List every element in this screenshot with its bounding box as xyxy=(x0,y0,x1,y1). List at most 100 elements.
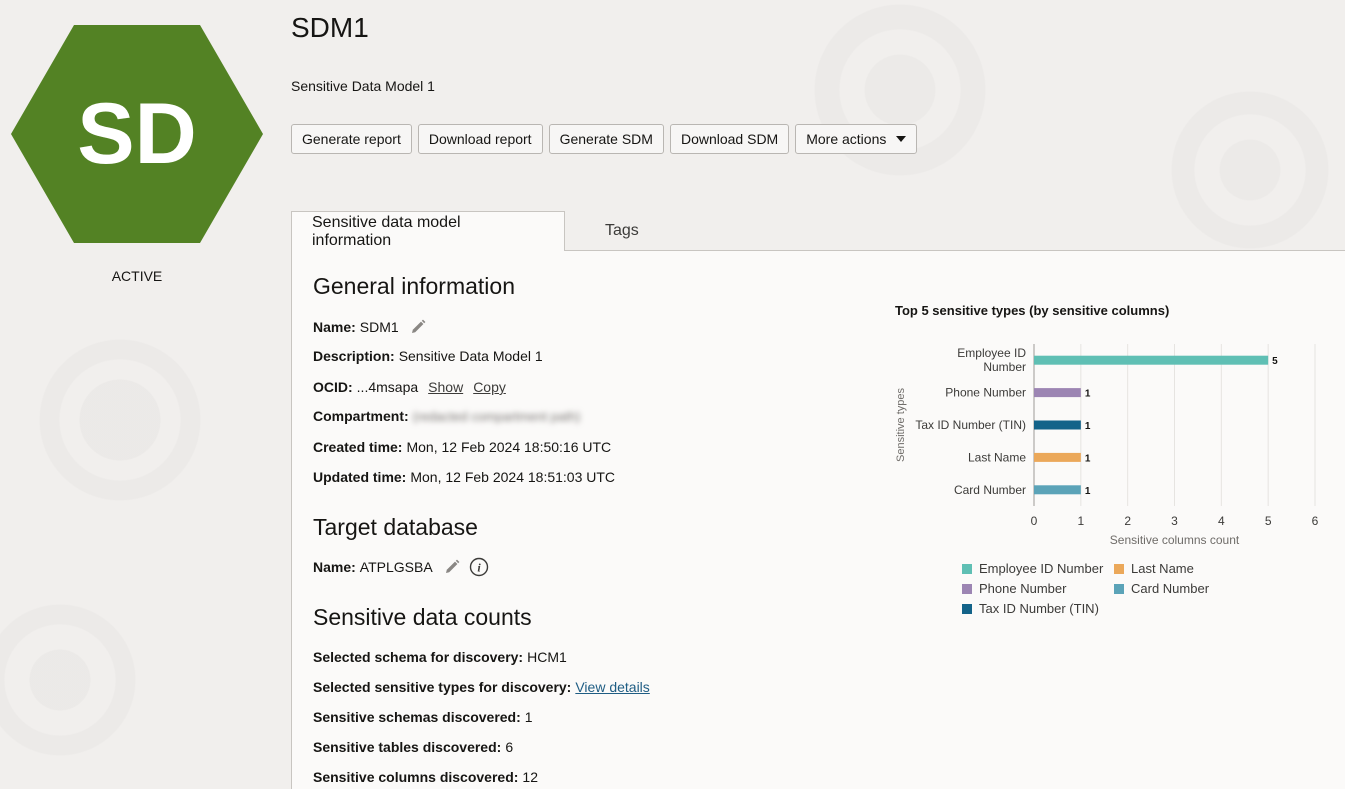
tab-tags[interactable]: Tags xyxy=(605,222,639,239)
y-axis-title: Sensitive types xyxy=(895,388,907,462)
sensitive-types-bar-chart: 0 1 2 3 4 5 6 5 Employee ID Number 1 Phone Number 1 T… xyxy=(895,344,1319,547)
description-row: Description: Sensitive Data Model 1 xyxy=(313,348,543,364)
bar-value-label: 1 xyxy=(1085,486,1091,497)
generate-report-button[interactable]: Generate report xyxy=(291,124,412,154)
bar xyxy=(1034,388,1081,398)
columns-discovered-row: Sensitive columns discovered: 12 xyxy=(313,769,538,785)
generate-sdm-button[interactable]: Generate SDM xyxy=(548,124,664,154)
status-label: ACTIVE xyxy=(111,268,163,284)
created-time-value: Mon, 12 Feb 2024 18:50:16 UTC xyxy=(406,439,612,455)
x-axis-title: Sensitive columns count xyxy=(1110,533,1240,547)
ocid-label: OCID: xyxy=(313,379,353,395)
name-label: Name: xyxy=(313,319,356,335)
created-time-row: Created time: Mon, 12 Feb 2024 18:50:16 … xyxy=(313,439,611,455)
tab-sdm-information[interactable]: Sensitive data model information xyxy=(291,211,565,252)
legend-swatch xyxy=(962,583,972,594)
selected-schema-label: Selected schema for discovery: xyxy=(313,649,524,665)
compartment-row: Compartment: (redacted compartment path) xyxy=(313,408,580,424)
category-label: Employee ID Number xyxy=(957,346,1026,374)
name-row: Name: SDM1 xyxy=(313,318,427,336)
schemas-discovered-row: Sensitive schemas discovered: 1 xyxy=(313,709,533,725)
updated-time-label: Updated time: xyxy=(313,469,407,485)
ocid-value: ...4msapa xyxy=(356,379,419,395)
download-report-button[interactable]: Download report xyxy=(417,124,543,154)
legend-label: Employee ID Number xyxy=(979,561,1104,576)
tables-discovered-row: Sensitive tables discovered: 6 xyxy=(313,739,513,755)
target-name-value: ATPLGSBA xyxy=(359,559,433,575)
download-sdm-button[interactable]: Download SDM xyxy=(669,124,790,154)
selected-schema-value: HCM1 xyxy=(527,649,567,665)
edit-pencil-icon[interactable] xyxy=(443,558,461,576)
sdm-badge: SD xyxy=(11,25,263,243)
sensitive-data-counts-heading: Sensitive data counts xyxy=(313,604,532,630)
compartment-label: Compartment: xyxy=(313,408,409,424)
general-information-heading: General information xyxy=(313,273,515,299)
columns-discovered-value: 12 xyxy=(522,769,538,785)
bar xyxy=(1034,420,1081,430)
selected-types-label: Selected sensitive types for discovery: xyxy=(313,679,572,695)
legend-item: Employee ID Number xyxy=(962,561,1114,576)
legend-item: Phone Number xyxy=(962,581,1114,596)
chart-legend: Employee ID Number Last Name Phone Number C… xyxy=(962,561,1254,616)
legend-label: Card Number xyxy=(1131,581,1210,596)
edit-pencil-icon[interactable] xyxy=(409,318,427,336)
bar xyxy=(1034,355,1269,365)
legend-swatch xyxy=(962,563,972,574)
legend-item: Card Number xyxy=(1114,581,1254,596)
bar-value-label: 5 xyxy=(1272,356,1278,367)
legend-label: Tax ID Number (TIN) xyxy=(979,601,1099,616)
compartment-value-redacted: (redacted compartment path) xyxy=(412,408,581,424)
category-label: Last Name xyxy=(968,450,1026,464)
legend-swatch xyxy=(1114,563,1124,574)
x-tick-label: 5 xyxy=(1265,514,1272,528)
bar-value-label: 1 xyxy=(1085,389,1091,400)
tab-bar: Sensitive data model information Tags xyxy=(291,211,1345,252)
chart-title: Top 5 sensitive types (by sensitive colu… xyxy=(895,303,1170,318)
x-tick-label: 1 xyxy=(1077,514,1084,528)
schemas-discovered-label: Sensitive schemas discovered: xyxy=(313,709,521,725)
show-ocid-link[interactable]: Show xyxy=(428,379,464,395)
x-tick-label: 6 xyxy=(1312,514,1319,528)
name-value: SDM1 xyxy=(359,319,399,335)
page-title: SDM1 xyxy=(291,12,369,43)
bar xyxy=(1034,452,1081,462)
category-label: Tax ID Number (TIN) xyxy=(915,418,1026,432)
more-actions-button[interactable]: More actions xyxy=(795,124,918,154)
x-tick-label: 0 xyxy=(1031,514,1038,528)
legend-item: Tax ID Number (TIN) xyxy=(962,601,1114,616)
columns-discovered-label: Sensitive columns discovered: xyxy=(313,769,519,785)
caret-down-icon xyxy=(896,136,907,142)
info-icon[interactable]: i xyxy=(469,557,489,577)
selected-schema-row: Selected schema for discovery: HCM1 xyxy=(313,649,567,665)
target-name-row: Name: ATPLGSBA i xyxy=(313,557,489,577)
bar xyxy=(1034,485,1081,495)
tables-discovered-value: 6 xyxy=(505,739,514,755)
svg-text:i: i xyxy=(477,561,481,575)
legend-swatch xyxy=(962,603,972,614)
created-time-label: Created time: xyxy=(313,439,403,455)
action-toolbar: Generate report Download report Generate… xyxy=(291,124,918,154)
updated-time-value: Mon, 12 Feb 2024 18:51:03 UTC xyxy=(410,469,616,485)
updated-time-row: Updated time: Mon, 12 Feb 2024 18:51:03 … xyxy=(313,469,615,485)
x-tick-label: 3 xyxy=(1171,514,1178,528)
legend-swatch xyxy=(1114,583,1124,594)
x-tick-label: 4 xyxy=(1218,514,1225,528)
tab-panel: General information Name: SDM1 Descripti… xyxy=(291,251,1345,789)
ocid-row: OCID: ...4msapa Show Copy xyxy=(313,379,506,395)
schemas-discovered-value: 1 xyxy=(524,709,533,725)
badge-initials: SD xyxy=(77,86,196,182)
tables-discovered-label: Sensitive tables discovered: xyxy=(313,739,502,755)
category-label: Card Number xyxy=(954,483,1026,497)
target-name-label: Name: xyxy=(313,559,356,575)
legend-label: Last Name xyxy=(1131,561,1194,576)
x-tick-label: 2 xyxy=(1124,514,1131,528)
page-subtitle: Sensitive Data Model 1 xyxy=(291,78,435,94)
description-label: Description: xyxy=(313,348,395,364)
bar-value-label: 1 xyxy=(1085,453,1091,464)
view-details-link[interactable]: View details xyxy=(575,679,650,695)
target-database-heading: Target database xyxy=(313,514,478,540)
bar-value-label: 1 xyxy=(1085,421,1091,432)
copy-ocid-link[interactable]: Copy xyxy=(473,379,506,395)
legend-item: Last Name xyxy=(1114,561,1254,576)
legend-label: Phone Number xyxy=(979,581,1067,596)
